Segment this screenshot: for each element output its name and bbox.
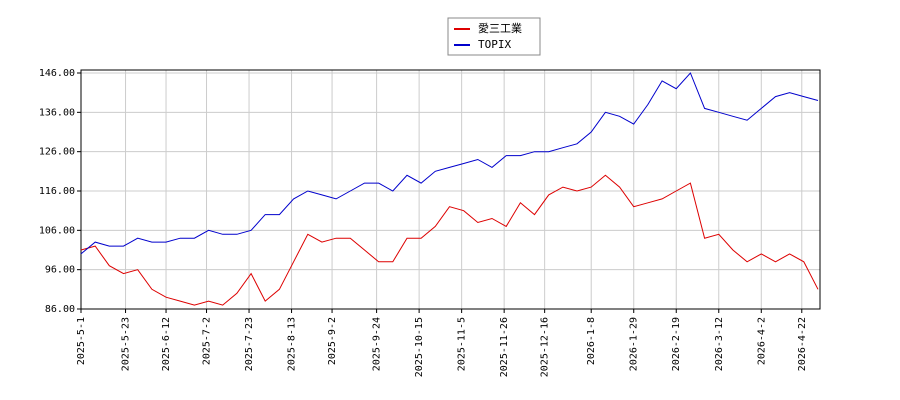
series-line	[80, 174, 819, 306]
x-tick-label: 2025-9-2	[327, 317, 338, 365]
y-tick-label: 106.00	[39, 225, 75, 236]
x-tick-label: 2025-6-12	[161, 317, 172, 371]
x-tick-label: 2025-12-16	[540, 317, 551, 377]
x-tick-label: 2025-8-13	[287, 317, 298, 371]
y-tick-label: 86.00	[45, 304, 75, 315]
y-tick-label: 136.00	[39, 107, 75, 118]
x-tick-label: 2026-2-19	[671, 317, 682, 371]
x-tick-label: 2026-3-12	[714, 317, 725, 371]
y-tick-label: 96.00	[45, 265, 75, 276]
x-tick-label: 2026-1-8	[586, 317, 597, 365]
x-tick-label: 2025-9-24	[372, 317, 383, 371]
series-line	[80, 72, 819, 255]
x-tick-label: 2026-4-2	[756, 317, 767, 365]
x-tick-label: 2025-11-26	[499, 317, 510, 377]
x-tick-label: 2026-1-29	[629, 317, 640, 371]
x-tick-label: 2025-7-2	[202, 317, 213, 365]
legend-label: TOPIX	[478, 38, 511, 51]
x-tick-label: 2025-11-5	[457, 317, 468, 371]
y-tick-label: 126.00	[39, 147, 75, 158]
y-tick-label: 116.00	[39, 186, 75, 197]
legend-label: 愛三工業	[478, 22, 522, 35]
x-tick-label: 2025-10-15	[414, 317, 425, 377]
x-tick-label: 2025-7-23	[244, 317, 255, 371]
plot-frame	[80, 69, 821, 310]
y-tick-label: 146.00	[39, 68, 75, 79]
legend-box	[447, 17, 541, 56]
x-tick-label: 2026-4-22	[797, 317, 808, 371]
x-tick-label: 2025-5-23	[121, 317, 132, 371]
x-tick-label: 2025-5-1	[76, 317, 87, 365]
